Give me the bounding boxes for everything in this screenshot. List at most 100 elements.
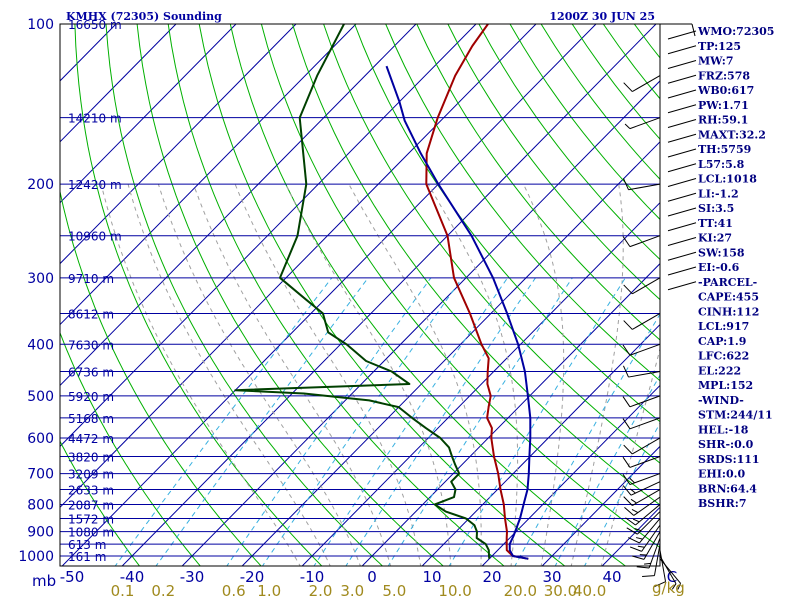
wind-barb-flag	[677, 583, 682, 590]
height-label: 8612 m	[68, 307, 114, 321]
temperature-tick-label: -30	[180, 568, 205, 586]
index-leader	[667, 281, 697, 291]
index-leader	[667, 104, 697, 114]
wind-barb	[660, 23, 696, 37]
index-leader	[667, 148, 697, 158]
height-label: 12420 m	[68, 178, 122, 192]
index-leader	[667, 30, 697, 40]
chart-title: KMHX (72305) Sounding	[66, 10, 222, 23]
wind-barb	[628, 518, 661, 544]
height-label: 613 m	[68, 538, 106, 552]
mixing-ratio-unit: g/kg	[652, 579, 685, 597]
moist-adiabat-line	[127, 183, 331, 566]
index-entry: RH:59.1	[698, 114, 748, 127]
wind-barb-shaft	[630, 481, 661, 496]
wind-barb-flag	[625, 517, 636, 526]
dry-adiabat-line	[323, 24, 660, 464]
index-entry: EHI:0.0	[698, 468, 745, 481]
index-leader	[667, 89, 697, 99]
index-entry: LCL:1018	[698, 173, 757, 186]
index-leader	[667, 178, 697, 187]
wind-barb-shaft	[629, 473, 661, 486]
wind-barb-flag	[622, 178, 629, 190]
wind-barb-shaft	[648, 537, 661, 569]
mixing-ratio-tick-label: 30.0	[544, 582, 577, 600]
dry-adiabat-line	[292, 24, 660, 506]
moist-adiabat-line	[600, 347, 660, 566]
height-label: 4472 m	[68, 432, 114, 446]
index-entry: EL:222	[698, 364, 741, 377]
temperature-tick-label: -50	[60, 568, 85, 586]
dry-adiabat-line	[447, 24, 660, 301]
wind-barb	[622, 456, 661, 468]
wind-barb	[622, 417, 661, 430]
wind-barb	[626, 511, 661, 535]
isotherm-line	[60, 24, 477, 448]
moist-adiabat-line	[157, 183, 361, 566]
wind-barb-shaft	[639, 518, 661, 544]
isotherm-line	[361, 262, 660, 566]
wind-barb-shaft	[643, 531, 661, 560]
index-leader	[667, 207, 697, 217]
height-label: 3820 m	[68, 450, 114, 464]
wind-barb-flag	[628, 537, 640, 544]
wind-barb	[622, 473, 661, 486]
index-entry: BSHR:7	[698, 497, 747, 510]
wind-barb-flag	[622, 456, 631, 468]
wind-barb-flag	[622, 474, 631, 485]
wind-barb-shaft	[653, 544, 661, 576]
height-label: 14210 m	[68, 112, 122, 126]
wind-barb-shaft	[659, 550, 667, 582]
dry-adiabat-line	[60, 331, 201, 566]
index-entry: WB0:617	[697, 84, 754, 97]
wind-barb-shaft	[632, 489, 661, 506]
height-label: 6736 m	[68, 366, 114, 380]
pressure-tick-label: 300	[27, 271, 54, 287]
height-label: 10960 m	[68, 230, 122, 244]
wind-barb-shaft	[641, 524, 661, 552]
index-entry: L57:5.8	[698, 158, 745, 171]
wind-barb	[629, 524, 661, 552]
height-label: 161 m	[68, 550, 106, 564]
temperature-tick-label: 0	[367, 568, 377, 586]
temperature-tick-label: 30	[542, 568, 561, 586]
wind-barb-shaft	[629, 456, 661, 468]
isotherm-line	[0, 24, 56, 567]
mixing-ratio-line	[261, 277, 463, 566]
wind-barb	[623, 313, 661, 330]
dry-adiabat-line	[60, 440, 141, 566]
isotherm-line	[60, 24, 177, 143]
wind-barb-flag	[622, 344, 631, 356]
wind-barb-shaft	[632, 437, 661, 455]
pressure-tick-label: 600	[27, 431, 54, 447]
pressure-tick-label: 900	[27, 525, 54, 541]
wind-barb-shaft	[632, 313, 661, 330]
mixing-ratio-tick-label: 5.0	[382, 582, 406, 600]
dry-adiabat-line	[105, 24, 384, 566]
wind-barb-shaft	[637, 511, 661, 535]
wind-barb-flag	[623, 320, 633, 330]
wind-barb-flag	[623, 444, 633, 455]
wind-barb	[623, 277, 661, 295]
wind-barb	[622, 365, 661, 378]
index-entry: MPL:152	[698, 379, 753, 392]
wind-barb-flag	[622, 396, 631, 408]
index-leader	[667, 74, 697, 84]
wind-barb-flag	[622, 236, 631, 247]
mixing-ratio-tick-label: 1.0	[257, 582, 281, 600]
index-leader	[667, 192, 697, 202]
pressure-tick-label: 100	[27, 17, 54, 33]
height-label: 16650 m	[68, 18, 122, 32]
height-label: 1572 m	[68, 512, 114, 526]
index-leader	[667, 60, 697, 69]
mixing-ratio-tick-label: 10.0	[438, 582, 471, 600]
mixing-ratio-tick-label: 0.2	[151, 582, 175, 600]
pressure-tick-label: 200	[27, 177, 54, 193]
mixing-ratio-line	[155, 277, 369, 566]
index-entry: BRN:64.4	[698, 482, 757, 495]
mixing-ratio-line	[226, 277, 432, 566]
wind-barb	[622, 178, 661, 191]
wind-barb-flag	[622, 485, 632, 496]
wind-barb	[622, 235, 661, 248]
